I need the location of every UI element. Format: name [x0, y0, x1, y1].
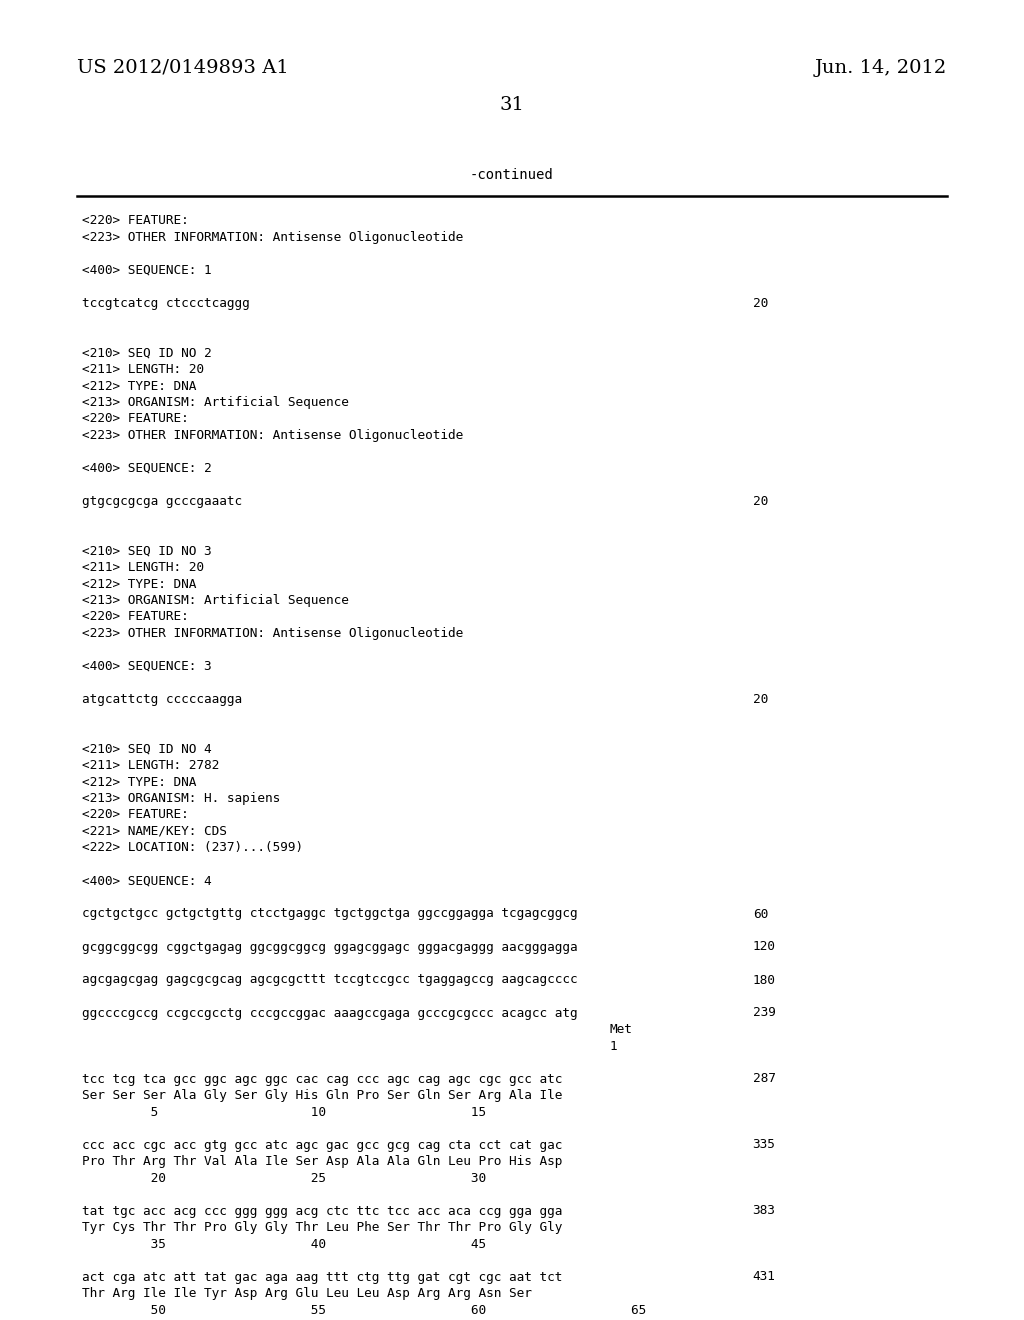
Text: 383: 383 — [753, 1204, 775, 1217]
Text: 1: 1 — [609, 1040, 616, 1052]
Text: <220> FEATURE:: <220> FEATURE: — [82, 412, 188, 425]
Text: 5                    10                   15: 5 10 15 — [82, 1106, 486, 1118]
Text: <210> SEQ ID NO 3: <210> SEQ ID NO 3 — [82, 544, 212, 557]
Text: US 2012/0149893 A1: US 2012/0149893 A1 — [77, 59, 289, 77]
Text: 35                   40                   45: 35 40 45 — [82, 1238, 486, 1250]
Text: 335: 335 — [753, 1138, 775, 1151]
Text: 431: 431 — [753, 1270, 775, 1283]
Text: 60: 60 — [753, 908, 768, 920]
Text: <220> FEATURE:: <220> FEATURE: — [82, 610, 188, 623]
Text: <211> LENGTH: 2782: <211> LENGTH: 2782 — [82, 759, 219, 772]
Text: Tyr Cys Thr Thr Pro Gly Gly Thr Leu Phe Ser Thr Thr Pro Gly Gly: Tyr Cys Thr Thr Pro Gly Gly Thr Leu Phe … — [82, 1221, 562, 1234]
Text: <210> SEQ ID NO 2: <210> SEQ ID NO 2 — [82, 346, 212, 359]
Text: 20: 20 — [753, 297, 768, 310]
Text: <223> OTHER INFORMATION: Antisense Oligonucleotide: <223> OTHER INFORMATION: Antisense Oligo… — [82, 627, 463, 640]
Text: <223> OTHER INFORMATION: Antisense Oligonucleotide: <223> OTHER INFORMATION: Antisense Oligo… — [82, 429, 463, 442]
Text: gtgcgcgcga gcccgaaatc: gtgcgcgcga gcccgaaatc — [82, 495, 242, 508]
Text: gcggcggcgg cggctgagag ggcggcggcg ggagcggagc gggacgaggg aacgggagga: gcggcggcgg cggctgagag ggcggcggcg ggagcgg… — [82, 940, 578, 953]
Text: <220> FEATURE:: <220> FEATURE: — [82, 808, 188, 821]
Text: Thr Arg Ile Ile Tyr Asp Arg Glu Leu Leu Asp Arg Arg Asn Ser: Thr Arg Ile Ile Tyr Asp Arg Glu Leu Leu … — [82, 1287, 531, 1300]
Text: <400> SEQUENCE: 2: <400> SEQUENCE: 2 — [82, 462, 212, 475]
Text: ggccccgccg ccgccgcctg cccgccggac aaagccgaga gcccgcgccc acagcc atg: ggccccgccg ccgccgcctg cccgccggac aaagccg… — [82, 1006, 578, 1019]
Text: atgcattctg cccccaagga: atgcattctg cccccaagga — [82, 693, 242, 706]
Text: <400> SEQUENCE: 1: <400> SEQUENCE: 1 — [82, 264, 212, 277]
Text: <220> FEATURE:: <220> FEATURE: — [82, 214, 188, 227]
Text: 20                   25                   30: 20 25 30 — [82, 1172, 486, 1184]
Text: <210> SEQ ID NO 4: <210> SEQ ID NO 4 — [82, 742, 212, 755]
Text: <223> OTHER INFORMATION: Antisense Oligonucleotide: <223> OTHER INFORMATION: Antisense Oligo… — [82, 231, 463, 244]
Text: act cga atc att tat gac aga aag ttt ctg ttg gat cgt cgc aat tct: act cga atc att tat gac aga aag ttt ctg … — [82, 1270, 562, 1283]
Text: <211> LENGTH: 20: <211> LENGTH: 20 — [82, 561, 204, 574]
Text: <212> TYPE: DNA: <212> TYPE: DNA — [82, 380, 197, 392]
Text: 20: 20 — [753, 495, 768, 508]
Text: agcgagcgag gagcgcgcag agcgcgcttt tccgtccgcc tgaggagccg aagcagcccc: agcgagcgag gagcgcgcag agcgcgcttt tccgtcc… — [82, 974, 578, 986]
Text: <212> TYPE: DNA: <212> TYPE: DNA — [82, 578, 197, 590]
Text: ccc acc cgc acc gtg gcc atc agc gac gcc gcg cag cta cct cat gac: ccc acc cgc acc gtg gcc atc agc gac gcc … — [82, 1138, 562, 1151]
Text: <221> NAME/KEY: CDS: <221> NAME/KEY: CDS — [82, 825, 226, 838]
Text: 31: 31 — [500, 96, 524, 114]
Text: <213> ORGANISM: Artificial Sequence: <213> ORGANISM: Artificial Sequence — [82, 594, 349, 607]
Text: <211> LENGTH: 20: <211> LENGTH: 20 — [82, 363, 204, 376]
Text: 287: 287 — [753, 1072, 775, 1085]
Text: tat tgc acc acg ccc ggg ggg acg ctc ttc tcc acc aca ccg gga gga: tat tgc acc acg ccc ggg ggg acg ctc ttc … — [82, 1204, 562, 1217]
Text: 120: 120 — [753, 940, 775, 953]
Text: <213> ORGANISM: H. sapiens: <213> ORGANISM: H. sapiens — [82, 792, 281, 805]
Text: Jun. 14, 2012: Jun. 14, 2012 — [815, 59, 947, 77]
Text: -continued: -continued — [470, 168, 554, 182]
Text: <222> LOCATION: (237)...(599): <222> LOCATION: (237)...(599) — [82, 842, 303, 854]
Text: 239: 239 — [753, 1006, 775, 1019]
Text: tccgtcatcg ctccctcaggg: tccgtcatcg ctccctcaggg — [82, 297, 250, 310]
Text: cgctgctgcc gctgctgttg ctcctgaggc tgctggctga ggccggagga tcgagcggcg: cgctgctgcc gctgctgttg ctcctgaggc tgctggc… — [82, 908, 578, 920]
Text: 180: 180 — [753, 974, 775, 986]
Text: Pro Thr Arg Thr Val Ala Ile Ser Asp Ala Ala Gln Leu Pro His Asp: Pro Thr Arg Thr Val Ala Ile Ser Asp Ala … — [82, 1155, 562, 1168]
Text: Met: Met — [609, 1023, 632, 1036]
Text: <212> TYPE: DNA: <212> TYPE: DNA — [82, 776, 197, 788]
Text: <400> SEQUENCE: 4: <400> SEQUENCE: 4 — [82, 874, 212, 887]
Text: 20: 20 — [753, 693, 768, 706]
Text: <400> SEQUENCE: 3: <400> SEQUENCE: 3 — [82, 660, 212, 673]
Text: tcc tcg tca gcc ggc agc ggc cac cag ccc agc cag agc cgc gcc atc: tcc tcg tca gcc ggc agc ggc cac cag ccc … — [82, 1072, 562, 1085]
Text: Ser Ser Ser Ala Gly Ser Gly His Gln Pro Ser Gln Ser Arg Ala Ile: Ser Ser Ser Ala Gly Ser Gly His Gln Pro … — [82, 1089, 562, 1102]
Text: 50                   55                   60                   65: 50 55 60 65 — [82, 1304, 646, 1316]
Text: <213> ORGANISM: Artificial Sequence: <213> ORGANISM: Artificial Sequence — [82, 396, 349, 409]
